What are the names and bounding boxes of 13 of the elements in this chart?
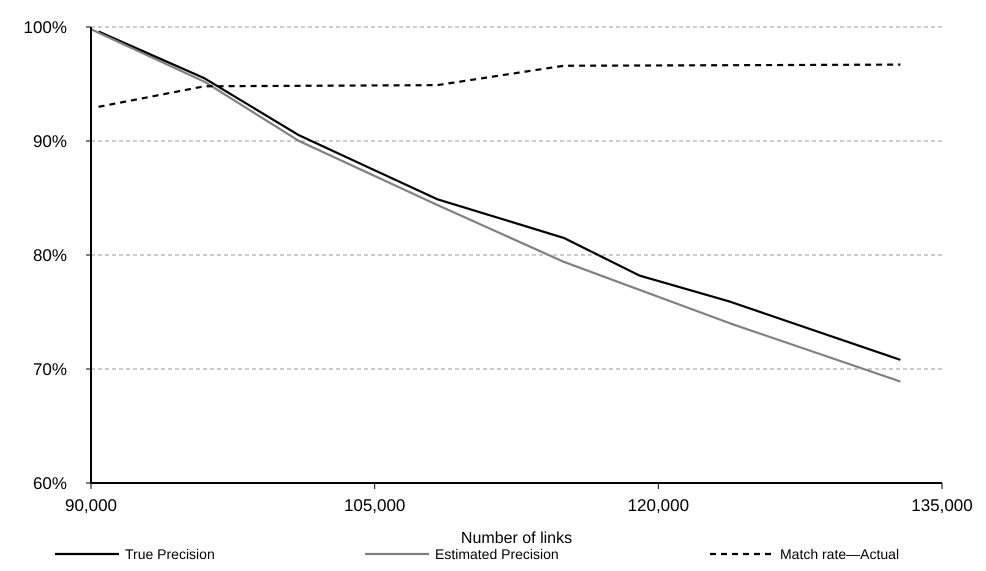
x-tick-label: 90,000 <box>65 496 117 515</box>
x-tick-label: 105,000 <box>344 496 406 515</box>
legend-label: Match rate—Actual <box>780 546 900 562</box>
y-tick-label: 90% <box>32 132 67 151</box>
legend-label: True Precision <box>125 546 215 562</box>
y-tick-label: 80% <box>32 246 67 265</box>
legend-label: Estimated Precision <box>435 546 559 562</box>
x-tick-label: 135,000 <box>911 496 973 515</box>
x-axis-title: Number of links <box>460 530 572 547</box>
y-tick-label: 60% <box>32 474 67 493</box>
y-tick-label: 100% <box>24 18 67 37</box>
x-tick-label: 120,000 <box>628 496 690 515</box>
y-tick-label: 70% <box>32 360 67 379</box>
